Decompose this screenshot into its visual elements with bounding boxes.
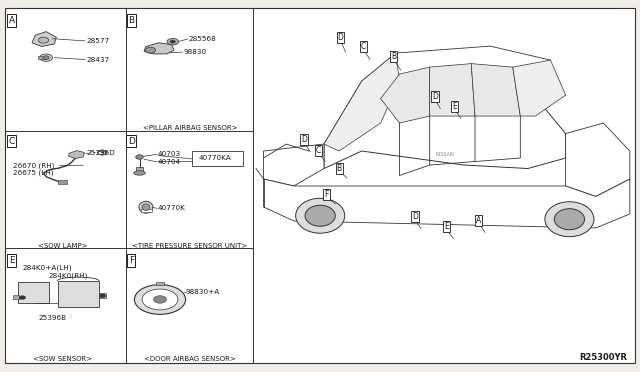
Polygon shape bbox=[471, 64, 520, 116]
Text: 26675 (LH): 26675 (LH) bbox=[13, 170, 53, 176]
Circle shape bbox=[98, 150, 107, 155]
Polygon shape bbox=[324, 53, 399, 151]
Bar bbox=[141, 209, 152, 212]
Text: <SOW SENSOR>: <SOW SENSOR> bbox=[33, 356, 92, 362]
Text: 40704: 40704 bbox=[158, 159, 181, 165]
Text: A: A bbox=[476, 216, 481, 225]
Text: 25396B: 25396B bbox=[38, 315, 67, 321]
Text: 284K0(RH): 284K0(RH) bbox=[48, 272, 88, 279]
Bar bbox=[156, 282, 164, 285]
Polygon shape bbox=[362, 46, 550, 88]
Polygon shape bbox=[68, 151, 84, 158]
Polygon shape bbox=[513, 60, 566, 116]
Text: <TIRE PRESSURE SENSOR UNIT>: <TIRE PRESSURE SENSOR UNIT> bbox=[132, 243, 248, 248]
Text: <SOW LAMP>: <SOW LAMP> bbox=[38, 243, 88, 248]
Polygon shape bbox=[566, 123, 630, 196]
Text: 40703: 40703 bbox=[158, 151, 181, 157]
Ellipse shape bbox=[142, 204, 150, 211]
Text: B: B bbox=[128, 16, 134, 25]
Circle shape bbox=[170, 40, 175, 43]
Bar bbox=[13, 295, 19, 299]
Text: R25300YR: R25300YR bbox=[579, 353, 627, 362]
Text: 28577: 28577 bbox=[86, 38, 109, 44]
Text: 98830: 98830 bbox=[184, 49, 207, 55]
Text: 40770KA: 40770KA bbox=[198, 155, 231, 161]
Polygon shape bbox=[264, 144, 324, 186]
Ellipse shape bbox=[545, 202, 594, 237]
Text: 285568: 285568 bbox=[189, 36, 216, 42]
Text: <PILLAR AIRBAG SENSOR>: <PILLAR AIRBAG SENSOR> bbox=[143, 125, 237, 131]
Text: C: C bbox=[361, 42, 366, 51]
Circle shape bbox=[136, 155, 143, 159]
Text: D: D bbox=[301, 135, 307, 144]
Circle shape bbox=[38, 37, 49, 43]
Bar bbox=[58, 180, 67, 184]
Polygon shape bbox=[324, 74, 566, 169]
Bar bbox=[58, 281, 99, 307]
Bar bbox=[136, 167, 143, 171]
Polygon shape bbox=[429, 64, 475, 116]
Text: F: F bbox=[129, 256, 134, 265]
Text: B: B bbox=[391, 52, 396, 61]
Text: A: A bbox=[8, 16, 15, 25]
Text: 40770K: 40770K bbox=[158, 205, 186, 211]
Ellipse shape bbox=[139, 201, 153, 213]
Text: 98830+A: 98830+A bbox=[186, 289, 220, 295]
Circle shape bbox=[142, 289, 178, 310]
Circle shape bbox=[154, 296, 166, 303]
Circle shape bbox=[40, 54, 52, 61]
Text: D: D bbox=[412, 212, 418, 221]
Text: 25396D: 25396D bbox=[86, 150, 115, 155]
Text: B: B bbox=[337, 164, 342, 173]
Circle shape bbox=[19, 296, 26, 299]
Ellipse shape bbox=[305, 205, 335, 226]
Text: E: E bbox=[9, 256, 14, 265]
Text: NISSAN: NISSAN bbox=[435, 152, 454, 157]
Bar bbox=[38, 56, 46, 59]
Text: 26670 (RH): 26670 (RH) bbox=[13, 162, 54, 169]
Bar bbox=[192, 151, 243, 166]
Ellipse shape bbox=[554, 209, 584, 230]
Text: D: D bbox=[128, 137, 134, 146]
Bar bbox=[97, 151, 102, 154]
Circle shape bbox=[43, 56, 49, 60]
Text: D: D bbox=[432, 92, 438, 101]
Circle shape bbox=[145, 47, 156, 53]
Bar bbox=[99, 293, 106, 298]
Text: D: D bbox=[337, 33, 344, 42]
Ellipse shape bbox=[134, 171, 145, 175]
Text: <DOOR AIRBAG SENSOR>: <DOOR AIRBAG SENSOR> bbox=[144, 356, 236, 362]
Text: 28437: 28437 bbox=[86, 57, 109, 62]
Circle shape bbox=[167, 38, 179, 45]
Polygon shape bbox=[381, 67, 429, 123]
Circle shape bbox=[134, 285, 186, 314]
Text: F: F bbox=[324, 190, 328, 199]
Polygon shape bbox=[144, 43, 174, 54]
Ellipse shape bbox=[296, 198, 345, 233]
Text: C: C bbox=[8, 137, 15, 146]
Bar bbox=[18, 282, 49, 303]
Text: E: E bbox=[444, 222, 449, 231]
Circle shape bbox=[99, 294, 106, 298]
Text: C: C bbox=[316, 146, 321, 155]
Text: 284K0+A(LH): 284K0+A(LH) bbox=[22, 264, 72, 271]
Text: E: E bbox=[452, 102, 457, 110]
Polygon shape bbox=[32, 32, 56, 46]
Polygon shape bbox=[264, 179, 630, 228]
